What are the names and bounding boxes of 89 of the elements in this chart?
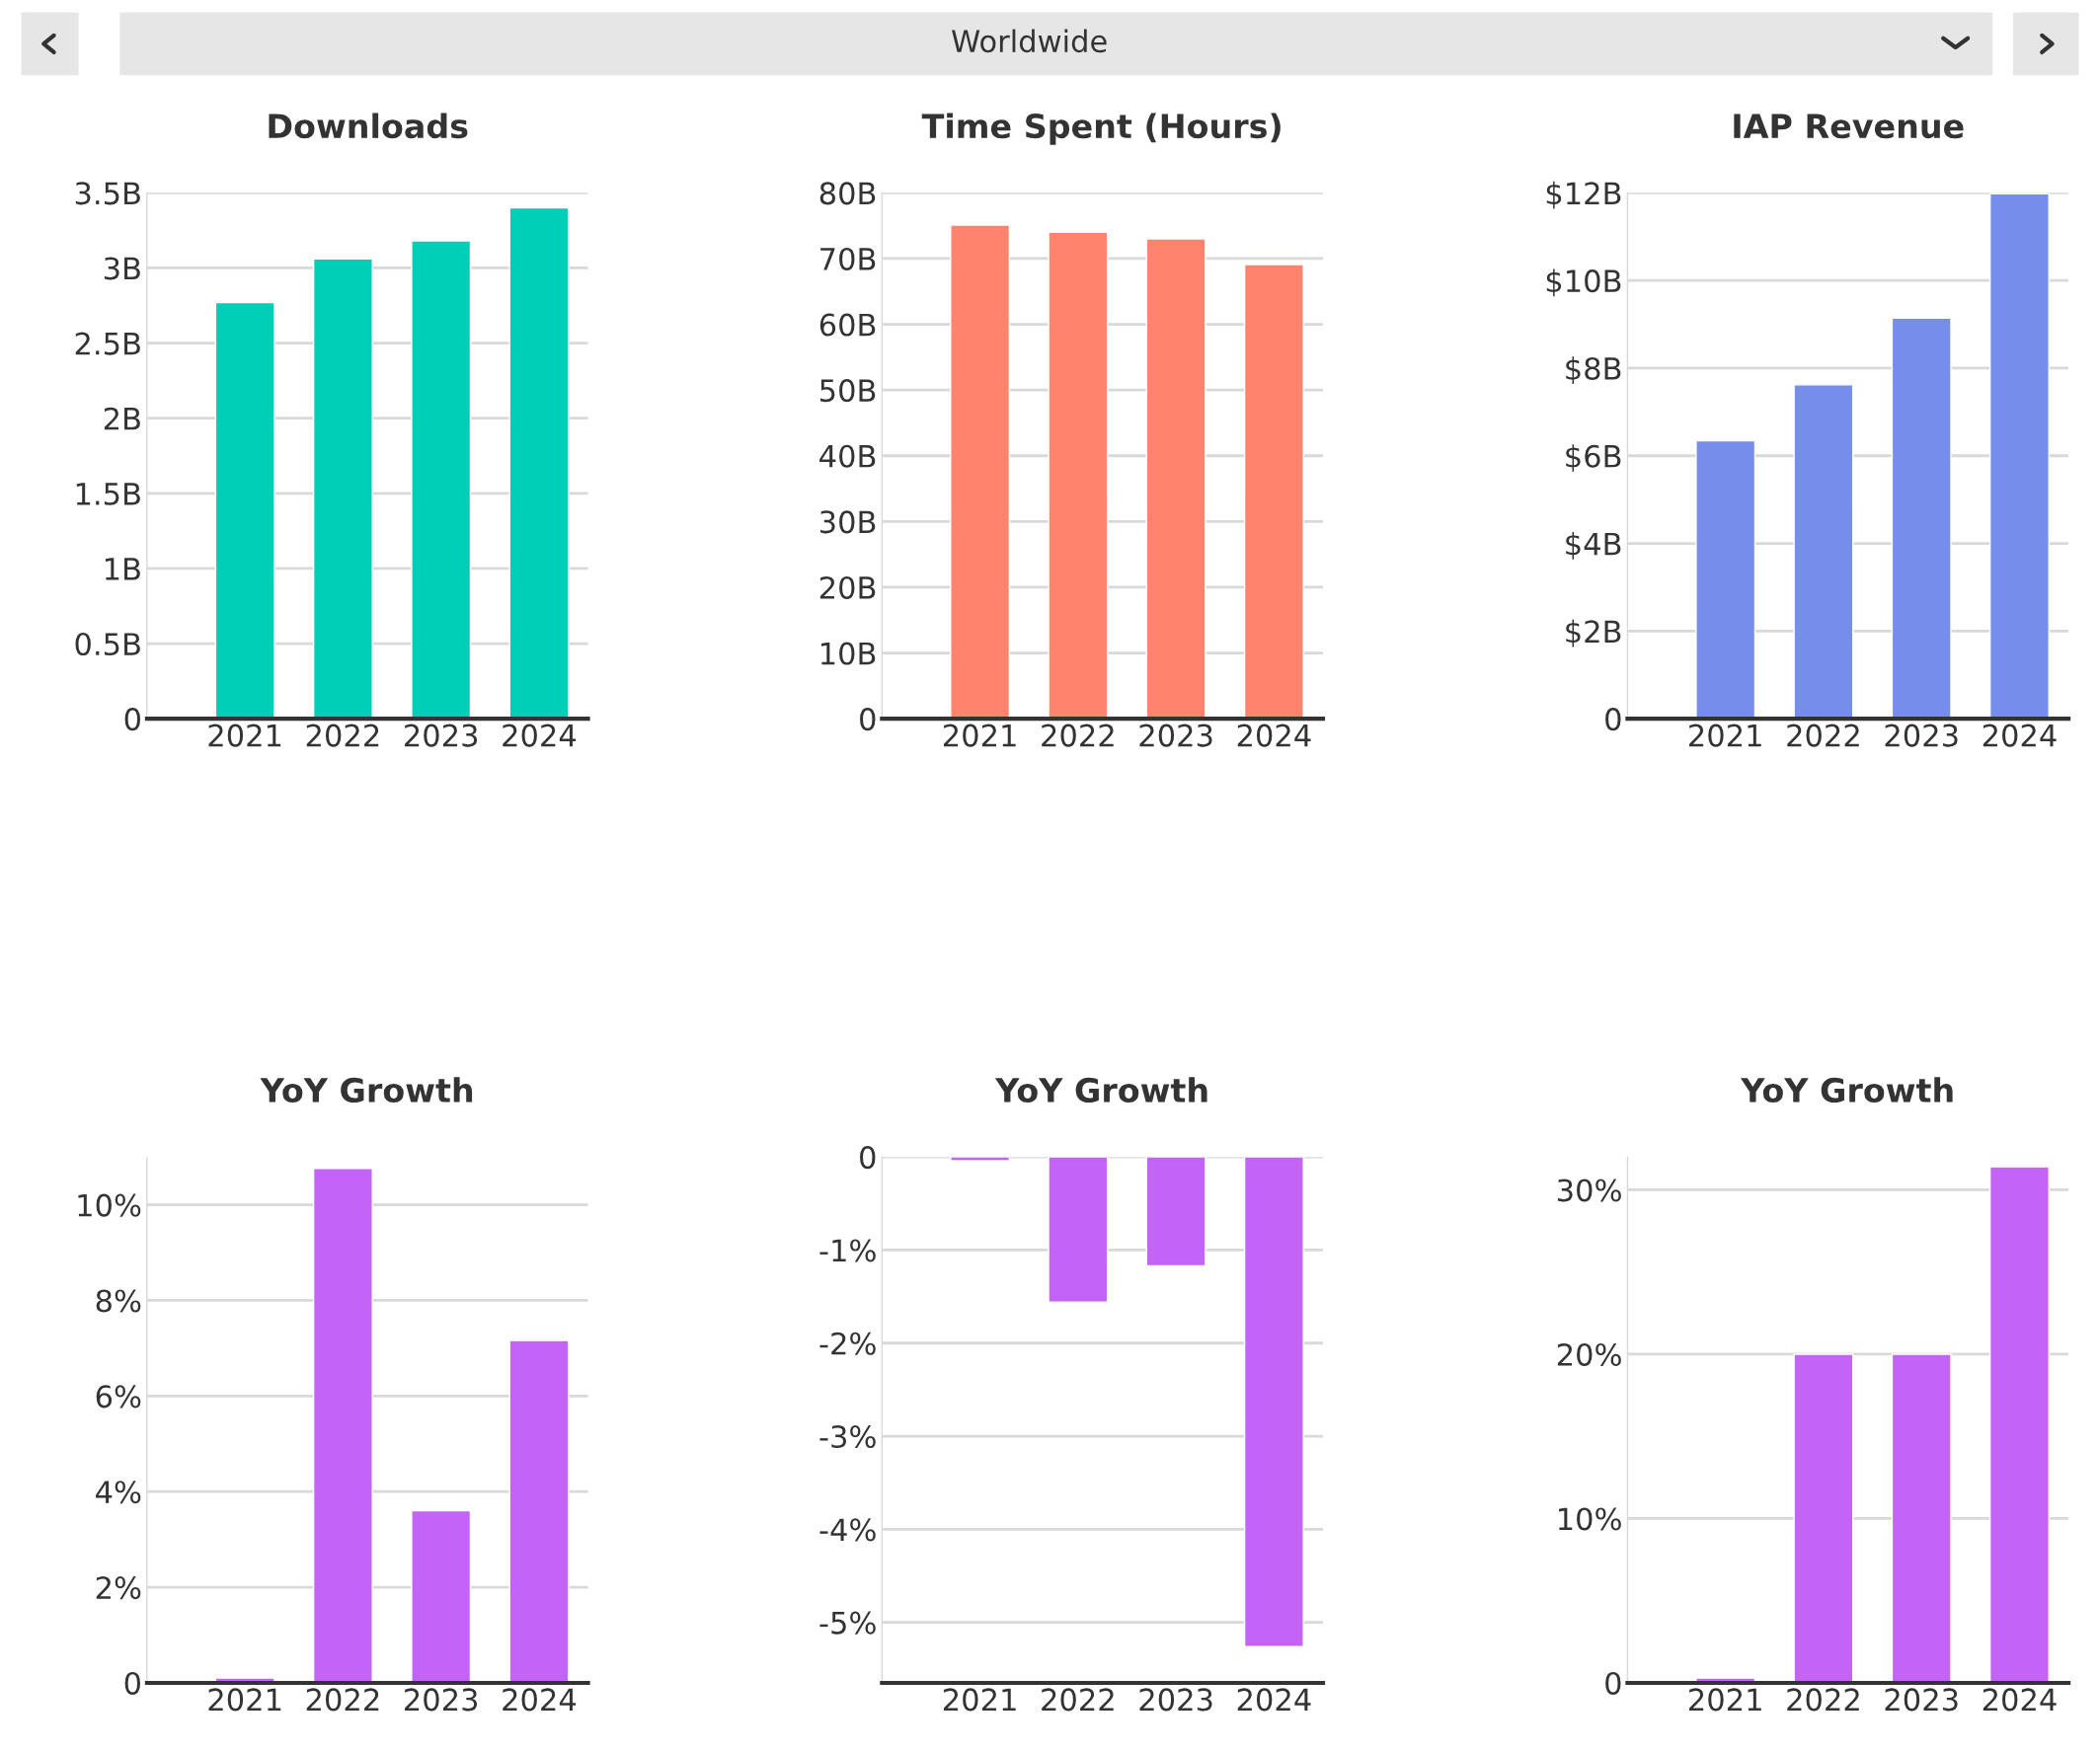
bar bbox=[312, 258, 373, 720]
y-tick-label: 40B bbox=[819, 444, 876, 468]
y-tick-label: 4% bbox=[96, 1481, 141, 1504]
x-tick-label: 2022 bbox=[1042, 1688, 1114, 1712]
y-tick-label: 0 bbox=[860, 1146, 876, 1170]
chart-title: Downloads bbox=[269, 113, 468, 139]
bar bbox=[1891, 317, 1952, 720]
y-tick-label: -1% bbox=[819, 1239, 876, 1262]
y-tick-label: 2.5B bbox=[75, 332, 140, 355]
x-tick-label: 2024 bbox=[1983, 1688, 2057, 1712]
x-tick-label: 2023 bbox=[1139, 1688, 1212, 1712]
x-tick-label: 2023 bbox=[1885, 1688, 1958, 1712]
x-tick-label: 2023 bbox=[405, 724, 478, 747]
y-tick-label: 2% bbox=[96, 1576, 141, 1600]
x-tick-label: 2024 bbox=[1237, 724, 1311, 747]
chart-title: YoY Growth bbox=[260, 1077, 473, 1104]
y-tick-label: 3.5B bbox=[75, 182, 140, 205]
x-tick-label: 2021 bbox=[1689, 724, 1761, 747]
x-tick-label: 2024 bbox=[1983, 724, 2057, 747]
x-tick-label: 2022 bbox=[306, 724, 379, 747]
bar bbox=[508, 206, 570, 720]
y-tick-label: $8B bbox=[1566, 356, 1621, 385]
x-tick-label: 2021 bbox=[208, 1688, 281, 1712]
y-tick-label: 3B bbox=[104, 257, 140, 280]
bar bbox=[1695, 439, 1756, 720]
x-tick-label: 2021 bbox=[208, 724, 281, 747]
bar bbox=[1891, 1353, 1952, 1683]
x-tick-label: 2024 bbox=[503, 724, 577, 747]
x-tick-label: 2021 bbox=[943, 724, 1016, 747]
y-tick-label: -4% bbox=[819, 1518, 876, 1542]
x-tick-label: 2023 bbox=[1885, 724, 1958, 747]
y-tick-label: -5% bbox=[819, 1611, 876, 1635]
y-tick-label: 20B bbox=[819, 575, 876, 599]
y-tick-label: $6B bbox=[1566, 444, 1621, 472]
bar bbox=[508, 1339, 570, 1683]
y-tick-label: 50B bbox=[819, 379, 876, 403]
y-tick-label: 30% bbox=[1557, 1179, 1621, 1202]
bar bbox=[950, 224, 1011, 720]
bar bbox=[411, 240, 472, 720]
y-tick-label: $12B bbox=[1546, 181, 1621, 209]
bar bbox=[1988, 192, 2050, 720]
y-tick-label: $4B bbox=[1566, 531, 1621, 560]
y-tick-label: -3% bbox=[819, 1424, 876, 1449]
y-tick-label: 30B bbox=[819, 510, 876, 534]
chart-title: Time Spent (Hours) bbox=[921, 113, 1281, 145]
y-tick-label: 10B bbox=[820, 642, 876, 665]
text: Worldwide bbox=[952, 29, 1107, 53]
y-tick-label: 0.5B bbox=[75, 632, 140, 656]
x-tick-label: 2023 bbox=[405, 1688, 478, 1712]
y-tick-label: 1.5B bbox=[76, 483, 140, 505]
x-tick-label: 2021 bbox=[943, 1688, 1016, 1712]
chart-title: IAP Revenue bbox=[1734, 114, 1964, 139]
y-tick-label: 0 bbox=[124, 708, 140, 731]
y-tick-label: 80B bbox=[819, 182, 876, 205]
y-tick-label: 60B bbox=[819, 313, 876, 337]
bar bbox=[1988, 1166, 2050, 1683]
x-tick-label: 2022 bbox=[1787, 1688, 1859, 1712]
y-tick-label: 70B bbox=[820, 247, 876, 270]
bar bbox=[312, 1168, 373, 1683]
x-tick-label: 2024 bbox=[1237, 1688, 1311, 1712]
y-tick-label: 10% bbox=[1559, 1507, 1621, 1531]
y-tick-label: 10% bbox=[78, 1193, 141, 1217]
y-tick-label: 0 bbox=[1605, 1671, 1621, 1695]
bar bbox=[1145, 238, 1206, 720]
chart-title: YoY Growth bbox=[1740, 1077, 1953, 1104]
x-tick-label: 2022 bbox=[1787, 724, 1859, 747]
chart-title: YoY Growth bbox=[994, 1077, 1207, 1104]
bar bbox=[1793, 384, 1854, 720]
y-tick-label: 20% bbox=[1557, 1342, 1621, 1366]
bar bbox=[1243, 264, 1304, 720]
y-tick-label: 1B bbox=[105, 558, 140, 580]
x-tick-label: 2021 bbox=[1689, 1688, 1761, 1712]
y-tick-label: 0 bbox=[1605, 708, 1621, 731]
x-tick-label: 2024 bbox=[503, 1688, 577, 1712]
y-tick-label: 0 bbox=[860, 708, 876, 731]
y-tick-label: 6% bbox=[96, 1385, 141, 1409]
y-tick-label: 0 bbox=[124, 1671, 140, 1695]
x-tick-label: 2022 bbox=[1042, 724, 1114, 747]
bar bbox=[214, 301, 275, 720]
y-tick-label: $2B bbox=[1566, 619, 1621, 648]
bar bbox=[1793, 1353, 1854, 1683]
x-tick-label: 2022 bbox=[306, 1688, 379, 1712]
y-tick-label: 2B bbox=[104, 407, 140, 430]
y-tick-label: 8% bbox=[96, 1289, 141, 1313]
bar bbox=[1048, 231, 1109, 720]
y-tick-label: -2% bbox=[819, 1332, 876, 1355]
bar bbox=[411, 1509, 472, 1683]
x-tick-label: 2023 bbox=[1139, 724, 1212, 747]
y-tick-label: $10B bbox=[1546, 268, 1621, 297]
